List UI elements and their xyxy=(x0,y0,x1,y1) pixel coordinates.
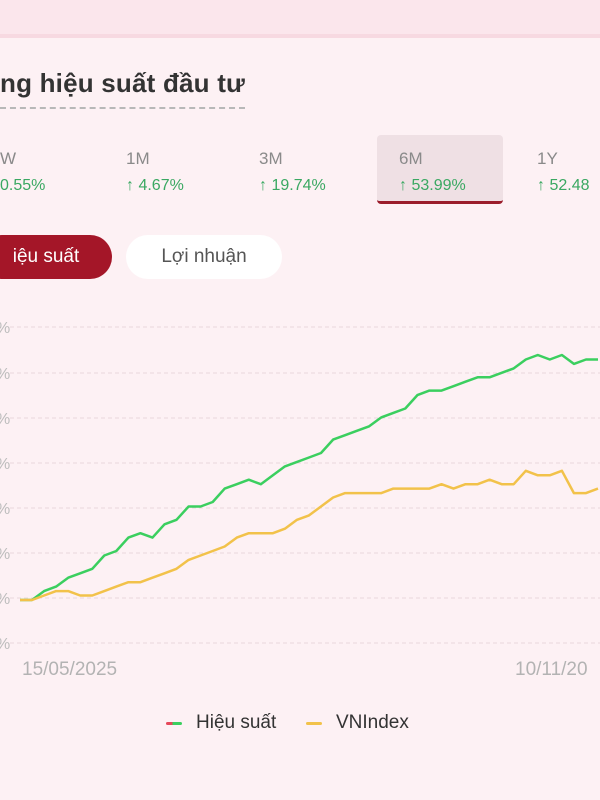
performance-chart: %%%%%%%% 15/05/2025 10/11/20 xyxy=(0,320,600,680)
tab-period-1w[interactable]: W 0.55% xyxy=(0,135,108,205)
y-tick-label: % xyxy=(0,456,10,473)
profit-toggle-button[interactable]: Lợi nhuận xyxy=(126,235,282,279)
x-tick-label: 15/05/2025 xyxy=(22,659,117,680)
period-change: 0.55% xyxy=(0,177,46,194)
period-change: ↑ 52.48 xyxy=(537,177,590,194)
period-label: 3M xyxy=(259,149,283,168)
y-tick-label: % xyxy=(0,366,10,383)
period-change: ↑ 19.74% xyxy=(259,177,326,194)
legend-item-performance: Hiệu suất xyxy=(166,712,276,734)
page-title: ng hiệu suất đầu tư xyxy=(0,68,246,109)
chart-legend: Hiệu suất VNIndex xyxy=(0,712,600,736)
tab-period-1m[interactable]: 1M ↑ 4.67% xyxy=(104,135,234,205)
status-bar-area xyxy=(0,0,600,34)
tab-period-3m[interactable]: 3M ↑ 19.74% xyxy=(237,135,367,205)
legend-swatch-yellow xyxy=(306,721,322,725)
y-tick-label: % xyxy=(0,501,10,518)
period-change: ↑ 4.67% xyxy=(126,177,184,194)
series-line-hiệu-suất xyxy=(20,353,598,602)
legend-swatch-green xyxy=(166,721,182,725)
period-change: ↑ 53.99% xyxy=(399,177,466,194)
tab-period-1y[interactable]: 1Y ↑ 52.48 xyxy=(515,135,600,205)
up-arrow-icon: ↑ xyxy=(259,177,267,194)
section-header: ng hiệu suất đầu tư xyxy=(0,68,246,109)
period-selector: W 0.55% 1M ↑ 4.67% 3M ↑ 19.74% 6M ↑ 53.9… xyxy=(0,135,600,210)
series-line-vnindex xyxy=(20,469,599,602)
period-label: W xyxy=(0,149,17,168)
period-label: 1Y xyxy=(537,149,558,168)
tab-period-6m[interactable]: 6M ↑ 53.99% xyxy=(377,135,503,204)
x-tick-label: 10/11/20 xyxy=(515,659,588,680)
period-label: 1M xyxy=(126,149,150,168)
header-divider xyxy=(0,34,600,38)
up-arrow-icon: ↑ xyxy=(126,177,134,194)
y-tick-label: % xyxy=(0,411,10,428)
up-arrow-icon: ↑ xyxy=(399,177,407,194)
performance-toggle-button[interactable]: iệu suất xyxy=(0,235,112,279)
legend-label: VNIndex xyxy=(336,712,409,733)
y-tick-label: % xyxy=(0,591,10,608)
y-tick-label: % xyxy=(0,320,10,337)
y-tick-label: % xyxy=(0,636,10,653)
legend-label: Hiệu suất xyxy=(196,712,277,733)
y-tick-label: % xyxy=(0,546,10,563)
legend-item-vnindex: VNIndex xyxy=(306,712,409,734)
period-label: 6M xyxy=(399,149,423,168)
up-arrow-icon: ↑ xyxy=(537,177,545,194)
